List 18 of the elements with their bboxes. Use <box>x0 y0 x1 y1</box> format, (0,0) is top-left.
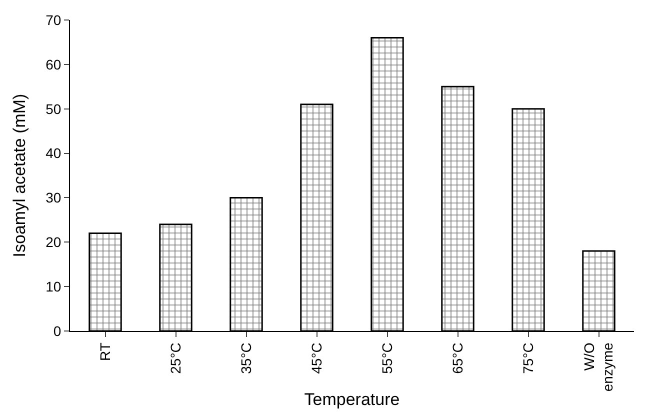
y-tick-label: 0 <box>53 322 62 339</box>
y-axis-title: Isoamyl acetate (mM) <box>10 94 30 258</box>
x-tick-label: RT <box>96 342 113 362</box>
y-tick-label: 70 <box>46 12 62 28</box>
x-axis-title: Temperature <box>304 390 400 410</box>
y-tick-label: 50 <box>46 100 62 117</box>
x-tick-label: 25°C <box>167 342 184 374</box>
y-tick-label: 10 <box>46 278 62 294</box>
x-tick-label: 55°C <box>378 342 395 374</box>
x-tick-label: 65°C <box>449 342 466 374</box>
y-tick-label: 40 <box>46 145 62 162</box>
x-tick-label: 45°C <box>308 342 324 374</box>
y-tick-label: 30 <box>46 190 62 206</box>
x-tick-label: W/O enzyme <box>581 342 616 392</box>
x-tick-label: 35°C <box>238 342 254 374</box>
y-tick-label: 60 <box>46 56 62 72</box>
x-tick-label: 75°C <box>520 342 536 374</box>
y-tick-label: 20 <box>46 234 62 250</box>
